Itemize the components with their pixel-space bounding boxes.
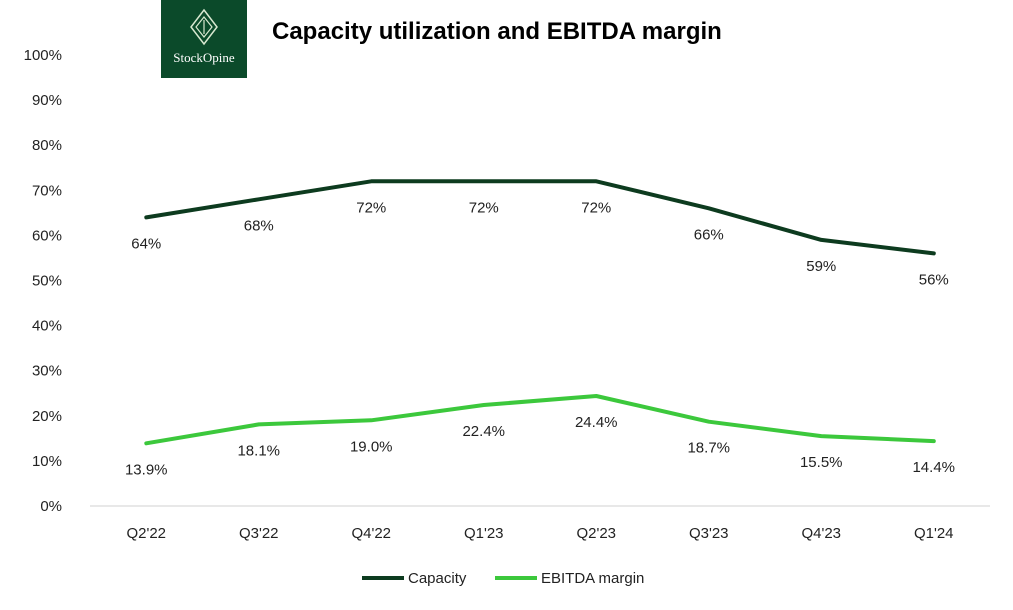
chart-title: Capacity utilization and EBITDA margin (272, 18, 722, 45)
data-label: 64% (131, 235, 161, 252)
series-layer (144, 179, 936, 446)
data-label: 19.0% (350, 438, 393, 455)
y-tick-label: 60% (32, 227, 62, 244)
x-tick-label: Q1'24 (914, 525, 954, 542)
data-label: 66% (694, 226, 724, 243)
data-label: 13.9% (125, 461, 168, 478)
legend: Capacity EBITDA margin (362, 570, 644, 587)
y-tick-label: 50% (32, 273, 62, 290)
y-tick-label: 10% (32, 453, 62, 470)
data-label: 18.1% (237, 442, 280, 459)
legend-label: EBITDA margin (541, 570, 644, 587)
x-tick-label: Q4'23 (801, 525, 841, 542)
series-line-capacity (144, 179, 936, 256)
x-tick-label: Q2'22 (126, 525, 166, 542)
data-label: 14.4% (912, 459, 955, 476)
data-label: 72% (469, 199, 499, 216)
x-tick-label: Q4'22 (351, 525, 391, 542)
x-tick-label: Q3'23 (689, 525, 729, 542)
series-line-ebitda-margin (144, 394, 936, 446)
diamond-logo-icon (190, 8, 218, 46)
x-tick-label: Q2'23 (576, 525, 616, 542)
y-tick-label: 0% (40, 498, 62, 515)
data-label: 56% (919, 271, 949, 288)
y-axis: 0% 10% 20% 30% 40% 50% 60% 70% 80% 90% 100% (24, 47, 62, 515)
data-label: 22.4% (462, 423, 505, 440)
x-tick-label: Q3'22 (239, 525, 279, 542)
y-tick-label: 30% (32, 363, 62, 380)
data-label: 15.5% (800, 454, 843, 471)
data-label: 68% (244, 217, 274, 234)
data-label: 59% (806, 258, 836, 275)
legend-label: Capacity (408, 570, 467, 587)
logo-text: StockOpine (173, 50, 235, 65)
y-tick-label: 100% (24, 47, 62, 64)
data-label: 18.7% (687, 440, 730, 457)
data-label: 72% (581, 199, 611, 216)
x-axis: Q2'22 Q3'22 Q4'22 Q1'23 Q2'23 Q3'23 Q4'23 Q1'24 (126, 525, 953, 542)
logo: StockOpine (161, 0, 247, 78)
data-label: 24.4% (575, 414, 618, 431)
y-tick-label: 40% (32, 318, 62, 335)
y-tick-label: 80% (32, 137, 62, 154)
data-labels: 64% 68% 72% 72% 72% 66% 59% 56% 13.9% 18.1% 19.0% 2… (125, 199, 955, 478)
data-label: 72% (356, 199, 386, 216)
y-tick-label: 70% (32, 182, 62, 199)
x-tick-label: Q1'23 (464, 525, 504, 542)
y-tick-label: 90% (32, 92, 62, 109)
y-tick-label: 20% (32, 408, 62, 425)
